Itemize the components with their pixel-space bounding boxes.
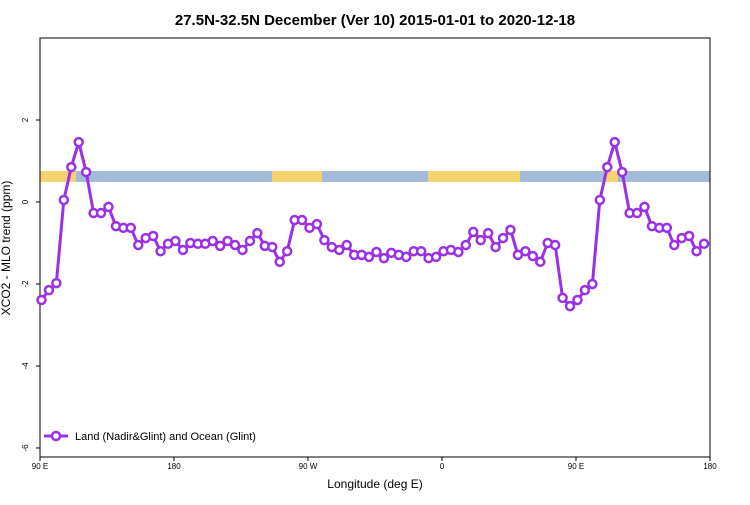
data-point bbox=[103, 201, 114, 213]
data-point bbox=[66, 161, 77, 173]
data-point bbox=[334, 244, 345, 256]
data-point bbox=[609, 136, 620, 148]
data-point bbox=[36, 294, 47, 306]
data-point bbox=[80, 166, 92, 178]
data-point bbox=[170, 235, 181, 247]
data-point bbox=[579, 284, 591, 296]
data-point bbox=[497, 232, 509, 244]
legend-label: Land (Nadir&Glint) and Ocean (Glint) bbox=[75, 431, 256, 443]
data-point bbox=[214, 240, 226, 252]
data-point bbox=[572, 294, 583, 306]
y-axis-label: XCO2 - MLO trend (ppm) bbox=[0, 181, 13, 316]
data-point bbox=[468, 226, 479, 238]
data-point bbox=[594, 194, 606, 206]
data-point bbox=[490, 241, 501, 253]
data-point bbox=[415, 245, 427, 257]
data-point bbox=[155, 245, 166, 257]
data-point bbox=[237, 244, 248, 256]
x-axis-label: Longitude (deg E) bbox=[327, 477, 422, 491]
data-point bbox=[244, 235, 256, 247]
data-point bbox=[222, 235, 233, 247]
y-tick-label: -6 bbox=[21, 444, 30, 452]
plot-frame bbox=[39, 37, 711, 458]
data-point bbox=[341, 239, 352, 251]
x-tick-label: 90 E bbox=[32, 462, 48, 471]
data-point bbox=[281, 245, 293, 257]
data-point bbox=[401, 251, 412, 263]
data-point bbox=[207, 235, 218, 247]
data-point bbox=[475, 234, 486, 246]
data-point bbox=[683, 230, 695, 242]
y-tick-label: 2 bbox=[21, 117, 30, 122]
data-point bbox=[58, 194, 70, 206]
data-point bbox=[229, 239, 241, 251]
data-point bbox=[505, 224, 516, 236]
data-point bbox=[669, 239, 680, 251]
x-tick-label: 180 bbox=[703, 462, 717, 471]
data-point bbox=[527, 250, 539, 262]
data-point bbox=[274, 256, 285, 268]
data-point bbox=[482, 227, 494, 239]
data-point bbox=[587, 278, 598, 290]
y-tick-label: -4 bbox=[21, 362, 30, 370]
data-point bbox=[602, 161, 613, 173]
data-point bbox=[133, 239, 144, 251]
data-point bbox=[252, 227, 263, 239]
data-point bbox=[691, 245, 702, 257]
data-point bbox=[564, 300, 576, 312]
x-tick-label: 0 bbox=[440, 462, 445, 471]
legend-marker bbox=[50, 430, 62, 442]
y-tick-label: 0 bbox=[21, 199, 30, 204]
x-tick-label: 90 W bbox=[299, 462, 318, 471]
data-point bbox=[460, 239, 472, 251]
data-point bbox=[177, 244, 189, 256]
x-tick-label: 90 E bbox=[568, 462, 584, 471]
y-tick-label: -2 bbox=[21, 280, 30, 288]
data-point bbox=[311, 218, 323, 230]
data-point bbox=[631, 207, 643, 219]
data-point bbox=[698, 238, 710, 250]
data-point bbox=[430, 251, 442, 263]
data-point bbox=[43, 284, 55, 296]
land-strip bbox=[428, 171, 520, 182]
data-point bbox=[557, 292, 568, 304]
data-point bbox=[319, 234, 330, 246]
data-point bbox=[125, 222, 137, 234]
data-point bbox=[371, 246, 382, 258]
land-strip bbox=[604, 171, 618, 182]
data-point bbox=[378, 252, 390, 264]
data-point bbox=[639, 201, 650, 213]
land-strip bbox=[272, 171, 322, 182]
land-strip bbox=[40, 171, 76, 182]
land-ocean-strip bbox=[40, 171, 710, 182]
data-point bbox=[147, 230, 159, 242]
data-point bbox=[549, 239, 561, 251]
x-tick-label: 180 bbox=[167, 462, 181, 471]
data-point bbox=[363, 251, 375, 263]
data-point bbox=[296, 214, 308, 226]
data-point bbox=[616, 166, 628, 178]
data-point bbox=[535, 256, 546, 268]
ocean-strip bbox=[40, 171, 710, 182]
data-point bbox=[51, 277, 62, 289]
data-point bbox=[267, 241, 278, 253]
legend: Land (Nadir&Glint) and Ocean (Glint) bbox=[44, 430, 256, 443]
data-point bbox=[520, 245, 531, 257]
data-point bbox=[73, 136, 84, 148]
data-point bbox=[95, 207, 107, 219]
chart-title: 27.5N-32.5N December (Ver 10) 2015-01-01… bbox=[175, 12, 575, 29]
data-point bbox=[661, 222, 673, 234]
data-point bbox=[453, 246, 464, 258]
